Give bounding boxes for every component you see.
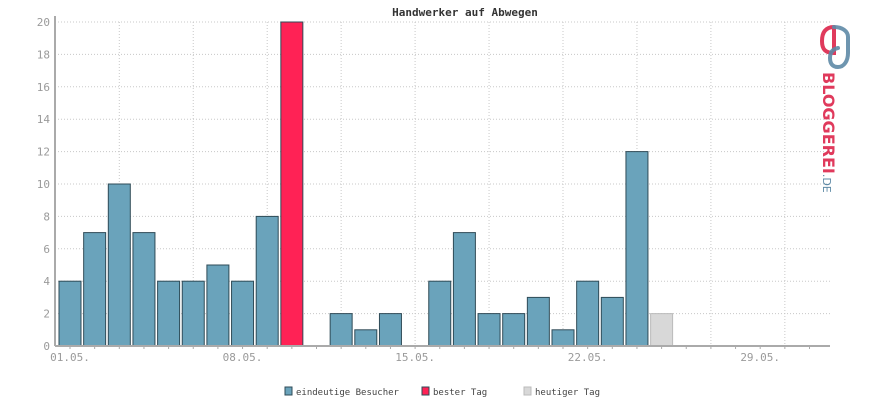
y-tick-label: 2 — [43, 308, 50, 321]
bar-unique — [452, 232, 476, 347]
bar-unique — [600, 296, 624, 347]
y-tick-label: 16 — [37, 81, 50, 94]
bar-unique — [576, 280, 600, 347]
legend-label-best: bester Tag — [433, 388, 487, 398]
watermark-text: BLOGGEREI.DE — [819, 72, 838, 193]
watermark-name: BLOGGEREI — [819, 72, 838, 174]
bar-unique — [329, 313, 353, 347]
bar-unique — [58, 280, 82, 347]
watermark-suffix: .DE — [820, 174, 833, 193]
bar-unique — [132, 232, 156, 347]
chart-title: Handwerker auf Abwegen — [392, 6, 538, 19]
bar-unique — [157, 280, 181, 347]
bar-unique — [477, 313, 501, 347]
logo-mark-icon-2 — [827, 25, 850, 70]
bar-unique — [428, 280, 452, 347]
bar-unique — [206, 264, 230, 347]
bar-unique — [181, 280, 205, 347]
bar-unique — [526, 296, 550, 347]
legend-label-today: heutiger Tag — [535, 388, 600, 398]
bar-unique — [502, 313, 526, 347]
bar-unique — [83, 232, 107, 347]
y-tick-label: 14 — [37, 113, 51, 126]
legend-swatch-today — [523, 386, 532, 396]
legend-swatch-unique — [284, 386, 293, 396]
y-tick-label: 4 — [43, 275, 50, 288]
y-tick-label: 6 — [43, 243, 50, 256]
y-tick-label: 8 — [43, 210, 50, 223]
legend-label-unique: eindeutige Besucher — [296, 388, 400, 398]
bar-unique — [378, 313, 402, 347]
bar-unique — [551, 329, 575, 347]
bar-unique — [625, 151, 649, 347]
x-tick-label: 08.05. — [223, 351, 263, 364]
axes: 0 2 4 6 8 10 12 14 16 18 20 01.05. 08.05. 15.05. 22.05… — [37, 16, 830, 364]
x-tick-label: 01.05. — [50, 351, 90, 364]
x-tick-label: 29.05. — [740, 351, 780, 364]
x-tick-label: 15.05. — [395, 351, 435, 364]
bar-unique — [107, 183, 131, 347]
y-tick-label: 20 — [37, 16, 50, 29]
bloggerei-logo: BLOGGEREI.DE — [819, 25, 850, 193]
bar-unique — [255, 215, 279, 347]
y-tick-label: 18 — [37, 48, 50, 61]
legend: eindeutige Besucher bester Tag heutiger Ta… — [284, 386, 600, 398]
y-tick-label: 10 — [37, 178, 50, 191]
bar-today — [650, 313, 674, 347]
y-tick-label: 12 — [37, 146, 50, 159]
legend-swatch-best — [421, 386, 430, 396]
y-tick-label: 0 — [43, 340, 50, 353]
x-tick-label: 22.05. — [568, 351, 608, 364]
bar-best — [280, 21, 304, 347]
bar-unique — [354, 329, 378, 347]
bar-unique — [231, 280, 255, 347]
